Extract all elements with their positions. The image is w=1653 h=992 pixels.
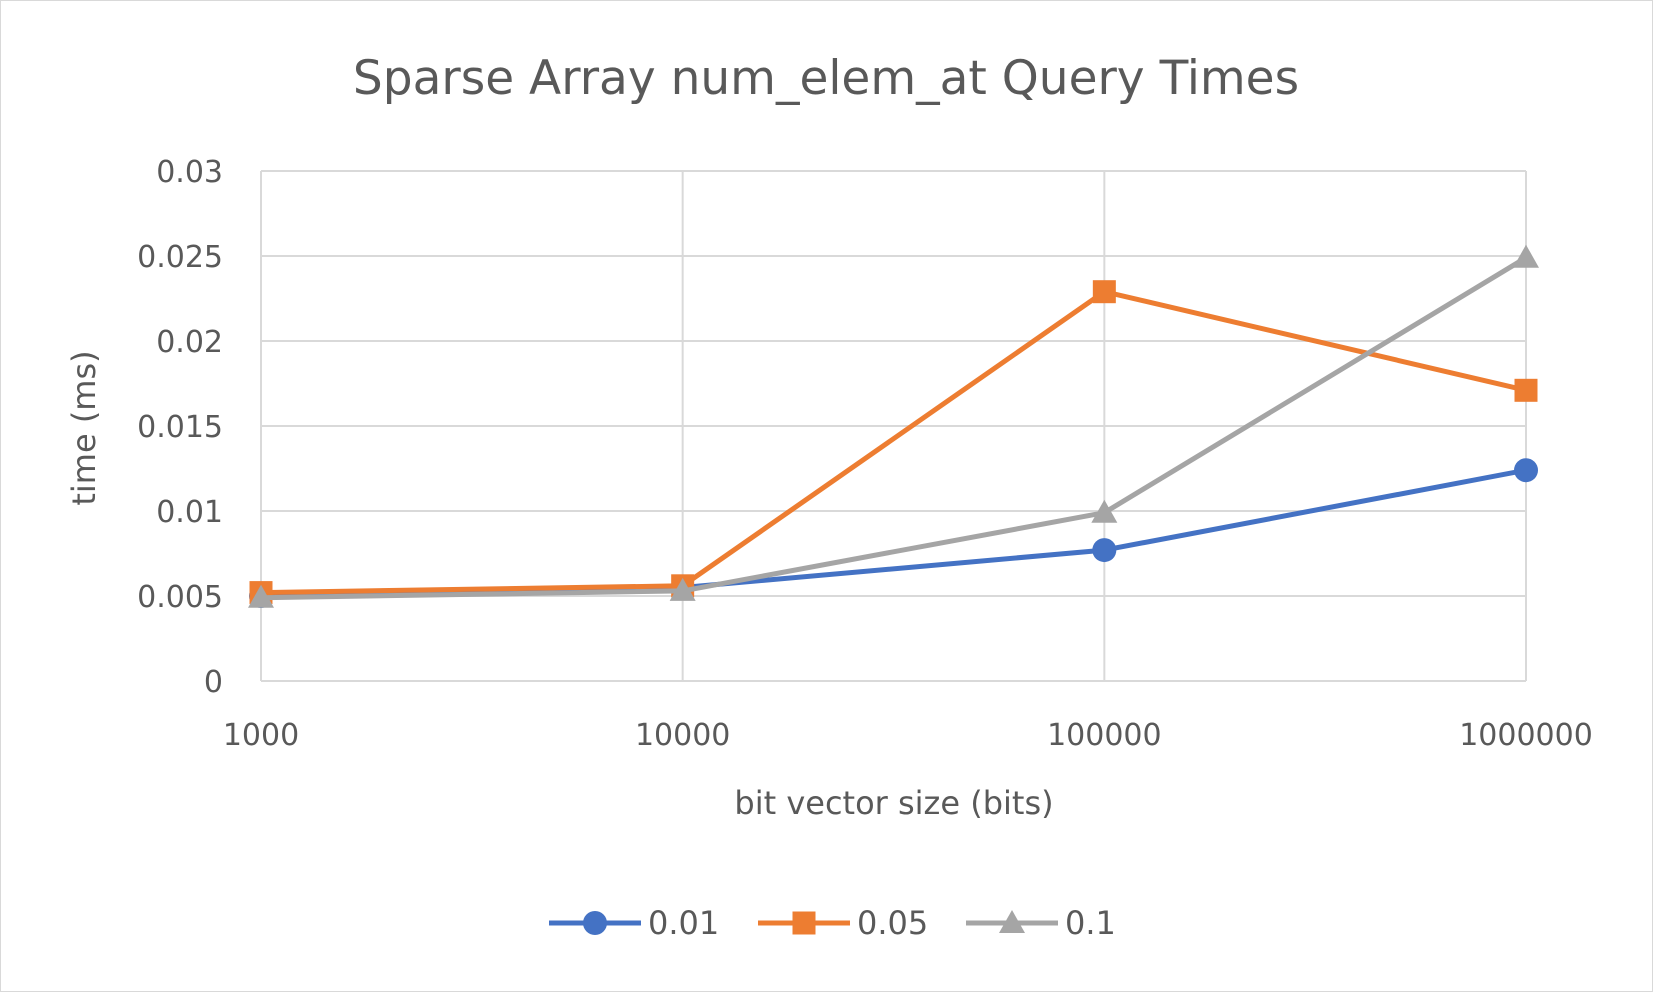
gridlines [260, 170, 1527, 682]
data-point [1514, 458, 1538, 483]
x-tick-label: 100000 [1047, 718, 1162, 753]
series-0.01 [249, 458, 1538, 608]
series-line [260, 289, 1527, 596]
data-point [1092, 280, 1116, 304]
legend-item: 0.05 [758, 904, 928, 942]
y-tick-label: 0 [204, 665, 223, 700]
y-tick-labels: 0 0.005 0.01 0.015 0.02 0.025 0.03 [137, 155, 223, 700]
chart-title: Sparse Array num_elem_at Query Times [353, 51, 1299, 106]
data-point [1092, 538, 1117, 563]
y-tick-label: 0.025 [137, 240, 223, 275]
legend-marker [583, 911, 607, 935]
series-line [260, 255, 1528, 601]
y-tick-label: 0.01 [156, 495, 223, 530]
series-0.1 [248, 244, 1539, 608]
x-tick-label: 10000 [635, 718, 730, 753]
data-point [669, 577, 696, 601]
legend-item: 0.1 [966, 904, 1116, 942]
series-group [248, 244, 1539, 608]
legend-label: 0.05 [857, 904, 928, 942]
series-line [260, 467, 1527, 599]
data-point [1091, 499, 1118, 523]
data-point [1513, 244, 1539, 268]
data-point [1514, 378, 1538, 402]
x-tick-label: 1000 [223, 718, 299, 753]
legend-label: 0.01 [648, 904, 719, 942]
data-point [248, 584, 274, 608]
y-axis-title: time (ms) [65, 350, 103, 505]
x-tick-labels: 1000 10000 100000 1000000 [223, 718, 1593, 753]
legend: 0.01 0.05 0.1 [549, 904, 1116, 942]
legend-item: 0.01 [549, 904, 719, 942]
x-axis-title: bit vector size (bits) [734, 784, 1053, 822]
series-0.05 [249, 280, 1538, 605]
y-tick-label: 0.015 [137, 410, 223, 445]
y-tick-label: 0.02 [156, 325, 223, 360]
x-tick-label: 1000000 [1459, 718, 1593, 753]
y-tick-label: 0.005 [137, 580, 223, 615]
legend-label: 0.1 [1065, 904, 1116, 942]
y-tick-label: 0.03 [156, 155, 223, 190]
legend-marker [999, 910, 1025, 933]
legend-marker [792, 911, 816, 935]
